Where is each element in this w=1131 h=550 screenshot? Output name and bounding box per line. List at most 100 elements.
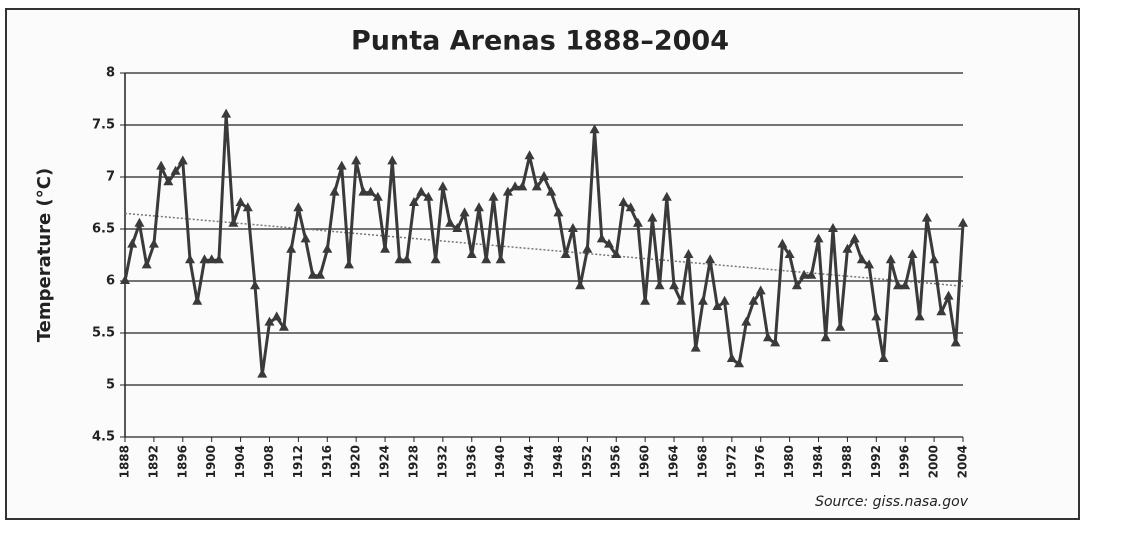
marker — [163, 176, 174, 186]
marker — [206, 254, 217, 264]
marker — [950, 337, 961, 347]
marker — [647, 212, 658, 222]
marker — [488, 191, 499, 201]
x-tick-label: 1904 — [233, 445, 247, 478]
marker — [596, 233, 607, 243]
marker — [192, 295, 203, 305]
trend-line — [124, 212, 964, 287]
marker — [264, 316, 275, 326]
marker — [567, 223, 578, 232]
x-tick-label: 2000 — [927, 445, 941, 478]
marker — [900, 280, 911, 290]
marker — [856, 254, 867, 264]
marker — [582, 243, 593, 253]
marker — [401, 254, 412, 264]
x-tick-label: 1892 — [146, 445, 160, 478]
y-tick-label: 5.5 — [92, 326, 115, 341]
x-tick-label: 1888 — [118, 445, 132, 478]
marker — [380, 243, 391, 253]
marker — [148, 238, 159, 248]
x-tick-label: 1900 — [204, 445, 218, 478]
y-tick-label: 8 — [106, 66, 115, 81]
y-tick-label: 5 — [106, 378, 115, 393]
x-tick-label: 1984 — [811, 445, 825, 478]
marker — [748, 295, 759, 305]
marker — [813, 233, 824, 243]
marker — [473, 202, 484, 212]
marker — [271, 311, 282, 321]
marker — [221, 108, 232, 118]
marker — [329, 186, 340, 196]
marker — [307, 269, 318, 279]
marker — [625, 202, 636, 212]
marker — [358, 186, 369, 196]
marker — [199, 254, 210, 264]
marker — [213, 254, 224, 264]
marker — [546, 186, 557, 196]
marker — [134, 217, 145, 227]
x-tick-label: 1976 — [753, 445, 767, 478]
marker — [632, 217, 643, 227]
marker — [423, 191, 434, 201]
marker — [936, 306, 947, 316]
marker — [286, 243, 297, 253]
x-tick-label: 1960 — [638, 445, 652, 478]
marker — [235, 197, 246, 206]
marker — [921, 212, 932, 222]
x-tick-label: 1924 — [378, 445, 392, 478]
marker — [958, 217, 968, 227]
x-tick-label: 1912 — [291, 445, 305, 478]
marker — [777, 238, 788, 248]
marker — [734, 358, 745, 368]
marker — [293, 202, 304, 212]
marker — [835, 321, 846, 331]
marker — [372, 191, 383, 201]
marker — [517, 181, 528, 191]
marker — [719, 295, 730, 305]
marker — [849, 233, 860, 243]
x-tick-label: 1964 — [667, 445, 681, 478]
marker — [827, 223, 838, 232]
marker — [604, 238, 615, 248]
x-tick-label: 1992 — [869, 445, 883, 478]
source: Source: giss.nasa.gov — [815, 494, 969, 510]
marker — [343, 259, 354, 269]
marker — [929, 254, 940, 264]
marker — [300, 233, 311, 243]
x-tick-label: 1952 — [580, 445, 594, 478]
y-tick-label: 6 — [106, 274, 115, 289]
marker — [762, 332, 773, 342]
marker — [416, 186, 427, 196]
marker — [683, 249, 694, 258]
marker — [185, 254, 196, 264]
marker — [278, 321, 289, 331]
marker — [907, 249, 918, 258]
marker — [784, 249, 795, 258]
marker — [878, 353, 889, 362]
marker — [885, 254, 896, 264]
marker — [726, 353, 737, 362]
marker — [943, 290, 954, 300]
marker — [141, 259, 152, 269]
marker — [257, 368, 268, 378]
x-tick-label: 1972 — [724, 445, 738, 478]
marker — [495, 254, 506, 264]
marker — [669, 280, 680, 290]
x-tick-label: 1920 — [349, 445, 363, 478]
marker — [481, 254, 492, 264]
marker — [365, 186, 376, 196]
marker — [553, 207, 564, 217]
marker — [892, 280, 903, 290]
marker — [315, 269, 326, 279]
marker — [820, 332, 831, 342]
marker — [914, 311, 925, 321]
marker — [575, 280, 586, 290]
y-tick-label: 4.5 — [92, 430, 115, 445]
marker — [690, 342, 701, 352]
x-tick-label: 1908 — [262, 445, 276, 478]
marker — [177, 155, 188, 165]
marker — [589, 124, 600, 134]
marker — [445, 217, 456, 227]
marker — [336, 160, 347, 170]
